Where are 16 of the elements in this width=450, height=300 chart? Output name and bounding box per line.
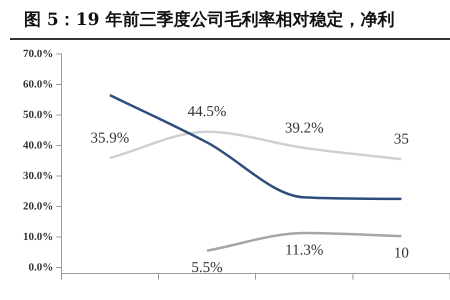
y-tick-label: 20.0% bbox=[23, 200, 54, 212]
data-label: 39.2% bbox=[284, 120, 324, 136]
chart-title: 图 5：19 年前三季度公司毛利率相对稳定，净利 bbox=[24, 9, 394, 31]
y-tick-label: 0.0% bbox=[28, 261, 54, 274]
data-label: 11.3% bbox=[285, 242, 324, 258]
data-label: 10 bbox=[394, 246, 409, 262]
y-tick-label: 60.0% bbox=[23, 78, 54, 90]
data-label: 44.5% bbox=[188, 104, 226, 120]
y-tick-label: 10.0% bbox=[23, 230, 54, 243]
y-tick-label: 30.0% bbox=[23, 170, 54, 182]
data-label: 5.5% bbox=[191, 260, 223, 276]
y-tick-label: 40.0% bbox=[23, 139, 54, 152]
data-label: 35 bbox=[394, 132, 409, 148]
data-label: 35.9% bbox=[90, 130, 130, 146]
y-tick-label: 70.0% bbox=[23, 48, 54, 60]
y-tick-label: 50.0% bbox=[23, 108, 54, 121]
